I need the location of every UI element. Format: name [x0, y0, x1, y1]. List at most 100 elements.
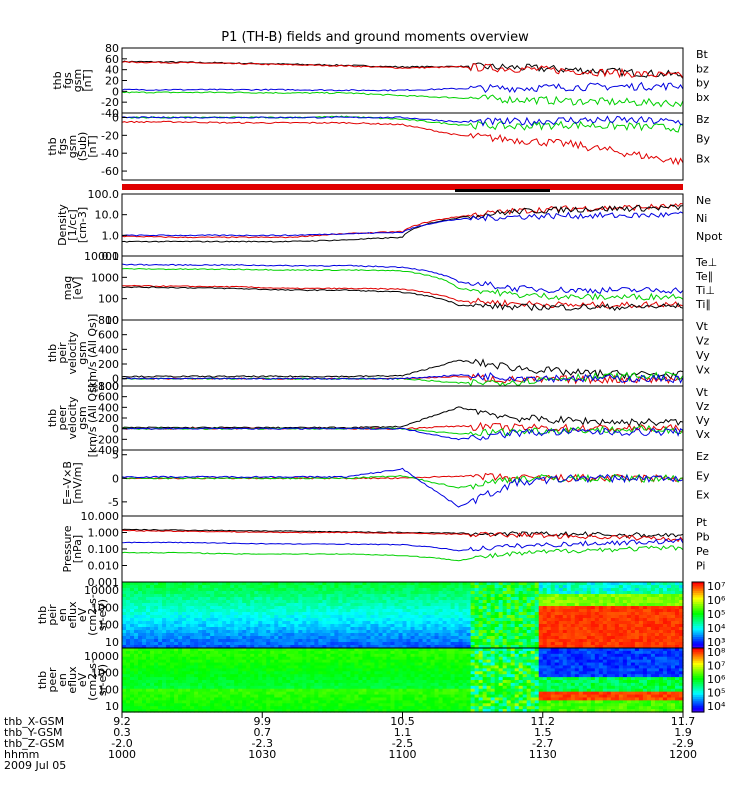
heatmap-cell — [210, 636, 215, 640]
heatmap-cell — [482, 600, 488, 604]
heatmap-cell — [286, 694, 291, 699]
heatmap-cell — [370, 653, 376, 658]
heatmap-cell — [406, 700, 412, 704]
heatmap-cell — [570, 612, 576, 616]
heatmap-cell — [242, 677, 247, 681]
heatmap-cell — [394, 612, 400, 616]
tick-label: 20 — [105, 75, 119, 88]
heatmap-cell — [554, 597, 560, 601]
heatmap-cell — [250, 636, 255, 640]
heatmap-cell — [294, 697, 299, 701]
heatmap-cell — [282, 677, 287, 681]
heatmap-cell — [630, 642, 636, 646]
heatmap-cell — [346, 691, 352, 696]
heatmap-cell — [438, 603, 444, 607]
heatmap-cell — [238, 639, 243, 643]
heatmap-cell — [454, 594, 460, 598]
heatmap-cell — [350, 682, 356, 687]
heatmap-cell — [554, 642, 560, 646]
heatmap-cell — [566, 642, 572, 646]
heatmap-cell — [198, 600, 203, 604]
heatmap-cell — [378, 585, 384, 589]
heatmap-cell — [166, 630, 171, 634]
heatmap-cell — [610, 633, 616, 637]
heatmap-cell — [542, 588, 548, 592]
heatmap-cell — [322, 639, 327, 643]
heatmap-cell — [234, 648, 239, 652]
heatmap-cell — [630, 618, 636, 622]
heatmap-cell — [186, 624, 191, 628]
heatmap-cell — [562, 627, 568, 631]
heatmap-cell — [634, 630, 640, 634]
heatmap-cell — [546, 609, 552, 613]
heatmap-cell — [546, 606, 552, 610]
heatmap-cell — [186, 685, 191, 690]
heatmap-cell — [234, 606, 239, 610]
heatmap-cell — [238, 615, 243, 619]
heatmap-cell — [358, 688, 364, 693]
heatmap-cell — [574, 600, 580, 604]
heatmap-cell — [290, 591, 295, 595]
heatmap-cell — [122, 645, 127, 649]
heatmap-cell — [422, 662, 428, 667]
heatmap-cell — [194, 671, 199, 675]
heatmap-cell — [514, 618, 520, 622]
heatmap-cell — [330, 706, 335, 710]
heatmap-cell — [482, 633, 488, 637]
heatmap-cell — [350, 582, 356, 586]
heatmap-cell — [326, 633, 331, 637]
heatmap-cell — [558, 609, 564, 613]
heatmap-cell — [290, 648, 295, 652]
heatmap-cell — [566, 633, 572, 637]
heatmap-cell — [546, 612, 552, 616]
heatmap-cell — [366, 603, 372, 607]
heatmap-cell — [318, 603, 323, 607]
heatmap-cell — [178, 677, 183, 681]
heatmap-cell — [146, 668, 151, 672]
heatmap-cell — [346, 665, 352, 669]
heatmap-cell — [178, 659, 183, 664]
heatmap-cell — [294, 694, 299, 699]
heatmap-cell — [222, 662, 227, 667]
heatmap-cell — [250, 648, 255, 652]
heatmap-cell — [414, 591, 420, 595]
heatmap-cell — [670, 612, 676, 616]
colorbar-segment — [692, 601, 704, 605]
heatmap-cell — [206, 582, 211, 586]
heatmap-cell — [230, 603, 235, 607]
heatmap-cell — [134, 709, 139, 713]
heatmap-cell — [346, 680, 352, 684]
heatmap-cell — [126, 621, 131, 625]
heatmap-cell — [662, 582, 668, 586]
heatmap-cell — [294, 656, 299, 661]
heatmap-cell — [518, 633, 524, 637]
heatmap-cell — [366, 582, 372, 586]
heatmap-cell — [590, 591, 596, 595]
heatmap-cell — [174, 674, 179, 678]
heatmap-cell — [174, 700, 179, 704]
heatmap-cell — [246, 691, 251, 696]
heatmap-cell — [150, 671, 155, 675]
heatmap-cell — [226, 685, 231, 690]
heatmap-cell — [282, 685, 287, 690]
heatmap-cell — [522, 639, 528, 643]
heatmap-cell — [126, 680, 131, 684]
heatmap-cell — [490, 627, 496, 631]
heatmap-cell — [542, 582, 548, 586]
heatmap-cell — [594, 609, 600, 613]
heatmap-cell — [454, 633, 460, 637]
heatmap-cell — [470, 636, 476, 640]
heatmap-cell — [214, 591, 219, 595]
heatmap-cell — [346, 650, 352, 655]
heatmap-cell — [330, 588, 335, 592]
heatmap-cell — [146, 703, 151, 707]
heatmap-cell — [414, 630, 420, 634]
heatmap-cell — [378, 612, 384, 616]
heatmap-cell — [342, 588, 347, 592]
heatmap-cell — [506, 582, 512, 586]
heatmap-cell — [346, 636, 352, 640]
heatmap-cell — [338, 585, 343, 589]
heatmap-cell — [590, 636, 596, 640]
heatmap-cell — [430, 648, 436, 652]
